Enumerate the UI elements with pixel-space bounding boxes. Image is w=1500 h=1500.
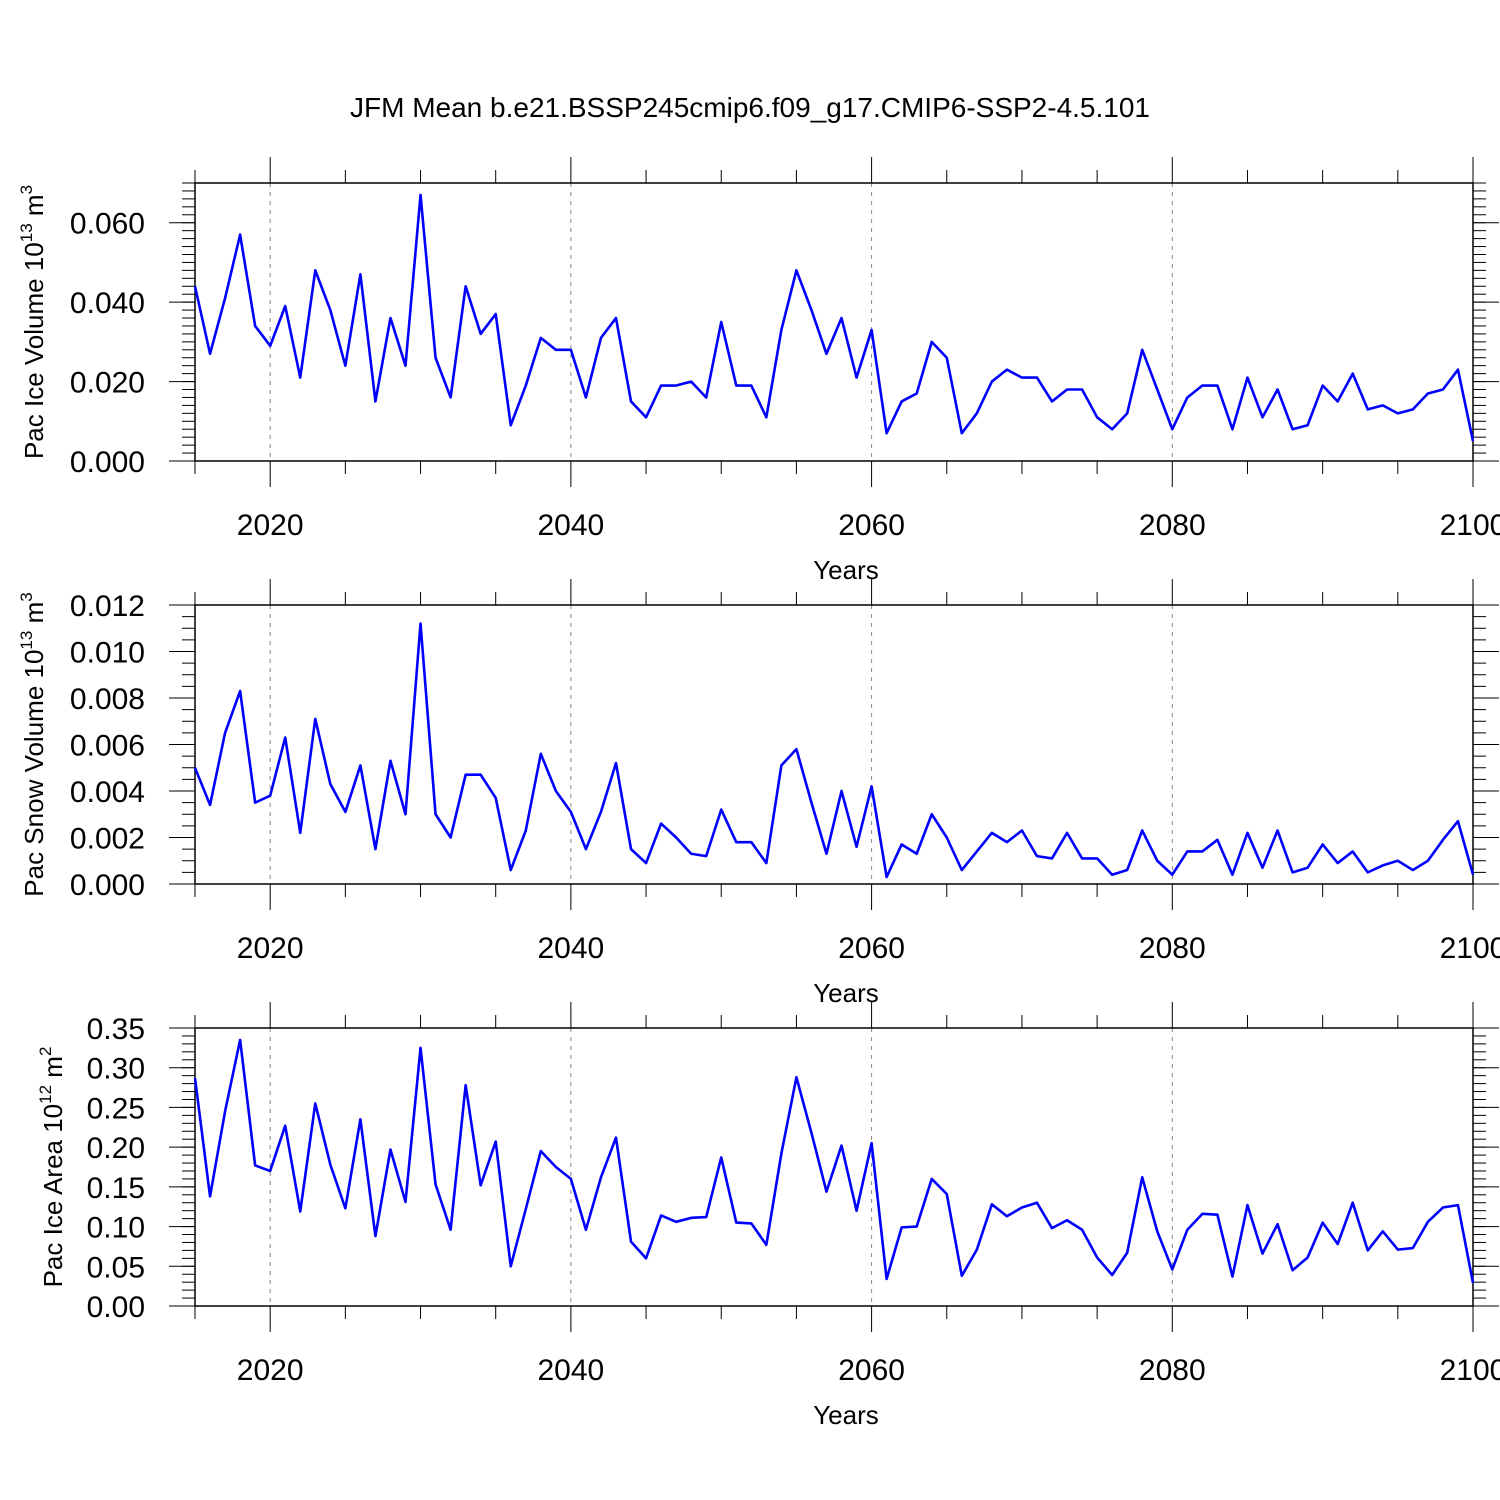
y-axis-label: Pac Ice Area 1012 m2 [36, 1047, 68, 1288]
x-tick-label: 2040 [538, 932, 605, 965]
y-axis-label-unit-exponent: 2 [36, 1047, 55, 1056]
y-axis-label-unit-exponent: 3 [17, 185, 36, 194]
y-tick-label: 0.010 [70, 637, 145, 670]
figure-title: JFM Mean b.e21.BSSP245cmip6.f09_g17.CMIP… [350, 92, 1150, 123]
x-axis-label: Years [813, 1400, 879, 1430]
y-tick-label: 0.000 [70, 446, 145, 479]
y-tick-label: 0.35 [87, 1013, 145, 1046]
x-tick-label: 2100 [1440, 932, 1500, 965]
y-tick-label: 0.012 [70, 590, 145, 623]
x-axis-label: Years [813, 555, 879, 585]
series-line [193, 622, 1475, 879]
y-axis-label-unit: m [19, 602, 49, 631]
y-tick-label: 0.006 [70, 730, 145, 763]
chart-panel-3: 0.00 0.05 0.10 0.15 0.20 0.25 0.30 0.35 2020 2040… [36, 1002, 1500, 1430]
y-axis-label-exponent: 12 [36, 1085, 55, 1104]
y-axis-label-text: Pac Ice Area 10 [38, 1104, 68, 1288]
x-tick-label: 2020 [237, 1354, 304, 1387]
x-tick-label: 2080 [1139, 932, 1206, 965]
x-tick-label: 2060 [838, 932, 905, 965]
y-tick-label: 0.30 [87, 1053, 145, 1086]
y-tick-label: 0.20 [87, 1132, 145, 1165]
y-tick-label: 0.00 [87, 1291, 145, 1324]
y-axis-label: Pac Ice Volume 1013 m3 [17, 185, 49, 459]
y-tick-label: 0.002 [70, 823, 145, 856]
x-tick-label: 2080 [1139, 509, 1206, 542]
y-axis-label-text: Pac Ice Volume 10 [19, 242, 49, 459]
chart-panel-1: 0.000 0.020 0.040 0.060 2020 2040 2060 2080 2100… [17, 157, 1500, 585]
x-tick-label: 2020 [237, 932, 304, 965]
y-tick-label: 0.10 [87, 1212, 145, 1245]
y-tick-label: 0.000 [70, 869, 145, 902]
y-axis-label-text: Pac Snow Volume 10 [19, 650, 49, 897]
y-tick-label: 0.008 [70, 683, 145, 716]
plot-frame [194, 1027, 1474, 1307]
y-axis-label-exponent: 13 [17, 631, 36, 650]
y-axis-label: Pac Snow Volume 1013 m3 [17, 592, 49, 896]
y-tick-label: 0.040 [70, 287, 145, 320]
x-tick-label: 2080 [1139, 1354, 1206, 1387]
y-tick-label: 0.020 [70, 367, 145, 400]
y-tick-label: 0.05 [87, 1251, 145, 1284]
y-tick-label: 0.004 [70, 776, 145, 809]
x-tick-label: 2100 [1440, 1354, 1500, 1387]
y-axis-label-unit: m [38, 1056, 68, 1085]
x-tick-label: 2060 [838, 509, 905, 542]
y-tick-label: 0.15 [87, 1172, 145, 1205]
y-axis-label-exponent: 13 [17, 223, 36, 242]
chart-panel-2: 0.000 0.002 0.004 0.006 0.008 0.010 0.012 2020 2… [17, 579, 1500, 1008]
x-tick-label: 2100 [1440, 509, 1500, 542]
y-axis-label-unit: m [19, 194, 49, 223]
y-tick-label: 0.25 [87, 1092, 145, 1125]
y-axis-label-unit-exponent: 3 [17, 592, 36, 601]
x-tick-label: 2040 [538, 1354, 605, 1387]
x-tick-label: 2060 [838, 1354, 905, 1387]
x-axis-label: Years [813, 978, 879, 1008]
series-line [193, 1038, 1475, 1284]
x-tick-label: 2040 [538, 509, 605, 542]
series-line [193, 193, 1475, 442]
plot-frame [194, 182, 1474, 462]
x-tick-label: 2020 [237, 509, 304, 542]
y-tick-label: 0.060 [70, 208, 145, 241]
